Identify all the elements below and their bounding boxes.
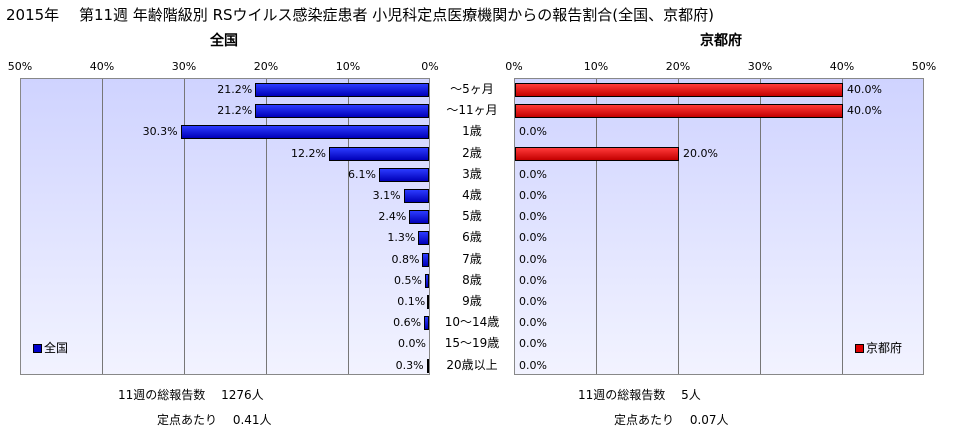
national-bar: [409, 210, 429, 225]
national-data-label: 12.2%: [291, 146, 326, 160]
right-total-reports: 11週の総報告数 5人: [578, 388, 701, 402]
right-gridline: [596, 79, 597, 374]
national-data-label: 30.3%: [142, 125, 178, 139]
right-tick-label: 30%: [747, 60, 773, 73]
national-data-label: 0.8%: [391, 252, 420, 266]
kyoto-data-label: 0.0%: [519, 316, 547, 330]
kyoto-data-label: 0.0%: [519, 210, 547, 224]
legend-label-national: 全国: [44, 341, 69, 355]
category-label: 2歳: [462, 145, 482, 160]
category-label: 3歳: [462, 166, 482, 181]
category-label: 1歳: [462, 124, 482, 139]
kyoto-data-label: 0.0%: [519, 252, 547, 266]
left-tick-label: 20%: [253, 60, 279, 73]
national-bar: [424, 273, 429, 288]
national-bar: [403, 189, 429, 203]
right-tick-label: 40%: [829, 60, 855, 73]
right-gridline: [760, 79, 761, 374]
right-gridline: [678, 79, 679, 374]
national-data-label: 0.6%: [393, 316, 422, 330]
right-per-sentinel: 定点あたり 0.07人: [614, 413, 729, 427]
kyoto-bar: [515, 146, 679, 161]
national-bar: [255, 104, 429, 119]
national-data-label: 21.2%: [217, 83, 253, 96]
left-tick-label: 40%: [89, 60, 115, 73]
kyoto-data-label: 20.0%: [683, 146, 718, 160]
national-bar: [422, 252, 429, 267]
legend-label-kyoto: 京都府: [866, 341, 903, 355]
left-tick-label: 30%: [171, 60, 197, 73]
right-panel-title: 京都府: [700, 33, 742, 49]
national-data-label: 0.3%: [395, 358, 424, 372]
kyoto-data-label: 0.0%: [519, 189, 547, 202]
kyoto-bar: [515, 104, 843, 119]
category-label: 6歳: [462, 230, 482, 245]
right-tick-label: 0%: [505, 60, 523, 73]
left-tick-label: 10%: [335, 60, 361, 73]
category-label: 7歳: [462, 251, 482, 266]
left-tick-label: 50%: [7, 60, 33, 73]
national-data-label: 3.1%: [372, 189, 401, 202]
national-data-label: 0.0%: [398, 337, 426, 351]
kyoto-data-label: 0.0%: [519, 167, 547, 181]
left-per-sentinel: 定点あたり 0.41人: [157, 413, 272, 427]
kyoto-bar: [515, 83, 843, 97]
right-tick-label: 10%: [583, 60, 609, 73]
national-data-label: 6.1%: [348, 167, 376, 181]
category-label: 5歳: [462, 209, 482, 224]
national-bar: [378, 167, 429, 182]
right-tick-label: 50%: [911, 60, 937, 73]
national-bar: [180, 125, 429, 140]
national-bar: [418, 231, 429, 246]
national-bar: [255, 83, 429, 97]
kyoto-data-label: 0.0%: [519, 273, 547, 287]
kyoto-data-label: 40.0%: [847, 104, 882, 118]
legend-swatch-kyoto: [855, 344, 864, 353]
national-data-label: 0.1%: [397, 295, 426, 308]
left-legend: 全国: [33, 339, 68, 356]
left-plot-area: 全国 21.2% 21.2% 30.3% 12.2% 6.1% 3.1% 2.4% 1.3% 0…: [20, 78, 430, 375]
kyoto-data-label: 0.0%: [519, 295, 547, 308]
national-bar: [328, 146, 429, 161]
chart-title: 2015年 第11週 年齢階級別 RSウイルス感染症患者 小児科定点医療機関から…: [6, 6, 714, 24]
national-data-label: 1.3%: [387, 231, 416, 245]
category-label: 20歳以上: [446, 357, 498, 372]
category-label: 10～14歳: [444, 315, 500, 330]
left-gridline: [102, 79, 103, 374]
right-legend: 京都府: [855, 339, 902, 356]
kyoto-data-label: 0.0%: [519, 337, 547, 351]
category-label: ～11ヶ月: [446, 103, 498, 118]
left-tick-label: 0%: [421, 60, 439, 73]
kyoto-data-label: 40.0%: [847, 83, 882, 96]
national-data-label: 2.4%: [378, 210, 407, 224]
right-gridline: [842, 79, 843, 374]
left-panel-title: 全国: [210, 33, 238, 49]
national-data-label: 21.2%: [217, 104, 253, 118]
kyoto-data-label: 0.0%: [519, 358, 547, 372]
left-gridline: [184, 79, 185, 374]
right-plot-area: 京都府 40.0% 40.0% 0.0% 20.0% 0.0% 0.0% 0.0% 0.0% 0…: [514, 78, 924, 375]
left-total-reports: 11週の総報告数 1276人: [118, 388, 264, 402]
kyoto-data-label: 0.0%: [519, 231, 547, 245]
left-gridline: [348, 79, 349, 374]
national-bar: [424, 316, 429, 331]
category-label: 8歳: [462, 272, 482, 287]
right-tick-label: 20%: [665, 60, 691, 73]
category-label: 15～19歳: [444, 336, 500, 351]
national-bar: [426, 358, 429, 373]
category-label: 4歳: [462, 188, 482, 202]
category-label: 9歳: [462, 294, 482, 308]
left-gridline: [266, 79, 267, 374]
category-label: ～5ヶ月: [450, 82, 494, 96]
national-bar: [427, 295, 429, 309]
national-data-label: 0.5%: [393, 273, 422, 287]
legend-swatch-national: [33, 344, 42, 353]
kyoto-data-label: 0.0%: [519, 125, 547, 139]
